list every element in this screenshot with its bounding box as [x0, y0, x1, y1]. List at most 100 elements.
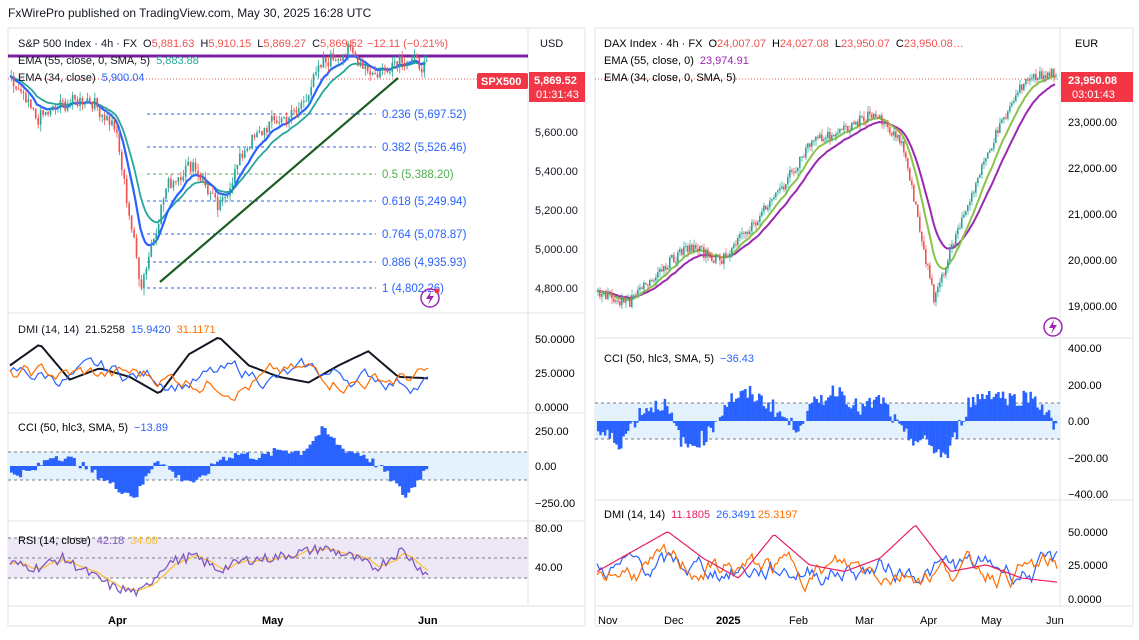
spx-price-area: 0.236 (5,697.52) 0.382 (5,526.46) 0.5 (5,3…: [8, 39, 528, 296]
candle-body: [197, 170, 199, 175]
cci-bar: [794, 421, 798, 433]
cci-bar: [758, 393, 761, 421]
cci-bar: [78, 466, 82, 469]
cci-bar: [730, 393, 733, 421]
candle-body: [71, 95, 74, 104]
cci-bar: [416, 466, 420, 481]
candle-body: [69, 103, 71, 106]
cci-bar: [663, 398, 667, 421]
candle-body: [731, 247, 733, 254]
cci-bar: [287, 453, 291, 466]
candle-body: [833, 135, 835, 137]
cci-bar: [626, 421, 630, 431]
cci-bar: [645, 408, 648, 421]
svg-text:Jun: Jun: [418, 615, 438, 627]
cci-bar: [776, 412, 779, 421]
currency-button[interactable]: USD: [540, 38, 563, 50]
cci-bar: [778, 411, 782, 421]
candle-body: [420, 69, 423, 73]
candle-body: [901, 141, 903, 144]
candle-body: [965, 211, 967, 215]
cci-bar: [392, 466, 396, 481]
candle-body: [401, 55, 403, 64]
candle-body: [1043, 75, 1045, 80]
cci-bar: [27, 466, 32, 471]
cci-bar: [845, 404, 848, 421]
alert-icon-dax[interactable]: [1043, 317, 1063, 337]
cci-bar: [912, 421, 915, 446]
candle-body: [273, 116, 276, 121]
candle-body: [797, 167, 799, 172]
cci-bar: [652, 412, 655, 421]
cci-bar: [419, 466, 423, 480]
candle-body: [933, 284, 935, 303]
alert-icon[interactable]: [420, 288, 440, 308]
cci-bar: [829, 395, 832, 421]
svg-text:−250.00: −250.00: [535, 498, 575, 510]
candle-body: [923, 241, 925, 250]
candle-body: [64, 101, 67, 111]
candle-body: [182, 176, 185, 181]
candle-body: [943, 274, 945, 276]
cci-bar: [1011, 395, 1014, 421]
cci-bar: [815, 398, 818, 421]
cci-bar: [320, 426, 324, 466]
cci-bar: [718, 417, 722, 421]
candle-body: [295, 110, 298, 113]
cci-bar: [753, 401, 756, 421]
cci-bar: [629, 421, 632, 424]
candle-body: [285, 116, 288, 123]
cci-bar: [1054, 421, 1058, 424]
candle-body: [835, 134, 837, 137]
candle-body: [334, 60, 337, 62]
candle-body: [893, 131, 895, 136]
candle-body: [977, 177, 979, 184]
cci-bar: [725, 406, 729, 421]
cci-bar: [150, 466, 154, 470]
candle-body: [86, 98, 89, 104]
cci-bar: [879, 403, 883, 421]
candle-body: [128, 203, 130, 216]
cci-bar: [380, 465, 384, 466]
candle-body: [817, 136, 819, 139]
cci-bar: [967, 397, 970, 421]
candle-body: [356, 56, 359, 66]
cci-bar: [817, 403, 821, 421]
cci-bar: [281, 450, 285, 466]
cci-bar: [84, 466, 88, 470]
cci-bar: [806, 410, 809, 421]
candle-body: [98, 107, 101, 117]
cci-bar: [311, 440, 315, 466]
cci-bar: [1052, 421, 1055, 430]
candle-body: [815, 136, 817, 141]
candle-body: [147, 256, 150, 269]
candle-body: [961, 217, 963, 228]
candle-body: [187, 161, 189, 166]
fib-label: 0.764 (5,078.87): [382, 229, 467, 241]
candle-body: [1049, 72, 1051, 77]
cci-bar: [861, 403, 864, 421]
cci-bar: [679, 421, 683, 447]
cci-bar: [1031, 398, 1035, 421]
cci-bar: [1008, 393, 1012, 421]
candle-body: [845, 125, 847, 127]
candle-body: [947, 260, 949, 269]
trend-line: [159, 77, 399, 283]
cci-bar: [299, 454, 303, 466]
cci-bar: [992, 396, 996, 421]
candle-body: [675, 262, 677, 264]
cci-bar: [186, 466, 190, 481]
cci-bar: [359, 455, 363, 466]
cci-bar: [631, 421, 634, 422]
cci-bar: [831, 385, 835, 421]
currency-button-eur[interactable]: EUR: [1075, 38, 1098, 50]
candle-body: [955, 234, 957, 247]
cci-bar: [684, 421, 687, 444]
cci-bar: [787, 421, 791, 426]
candle-body: [1045, 75, 1047, 79]
candle-body: [34, 108, 37, 118]
candle-body: [689, 244, 691, 253]
candle-body: [418, 57, 421, 70]
candle-body: [413, 55, 416, 59]
candle-body: [315, 72, 317, 75]
